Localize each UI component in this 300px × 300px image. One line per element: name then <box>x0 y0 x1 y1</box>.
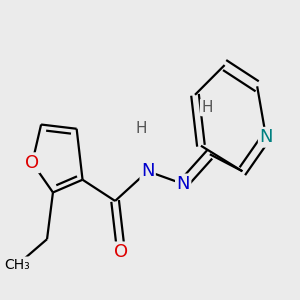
Text: H: H <box>136 121 148 136</box>
Text: N: N <box>176 175 190 193</box>
Text: N: N <box>259 128 273 146</box>
Text: H: H <box>201 100 213 115</box>
Text: CH₃: CH₃ <box>4 258 30 272</box>
Text: O: O <box>25 154 39 172</box>
Text: N: N <box>141 162 154 180</box>
Text: O: O <box>114 243 128 261</box>
